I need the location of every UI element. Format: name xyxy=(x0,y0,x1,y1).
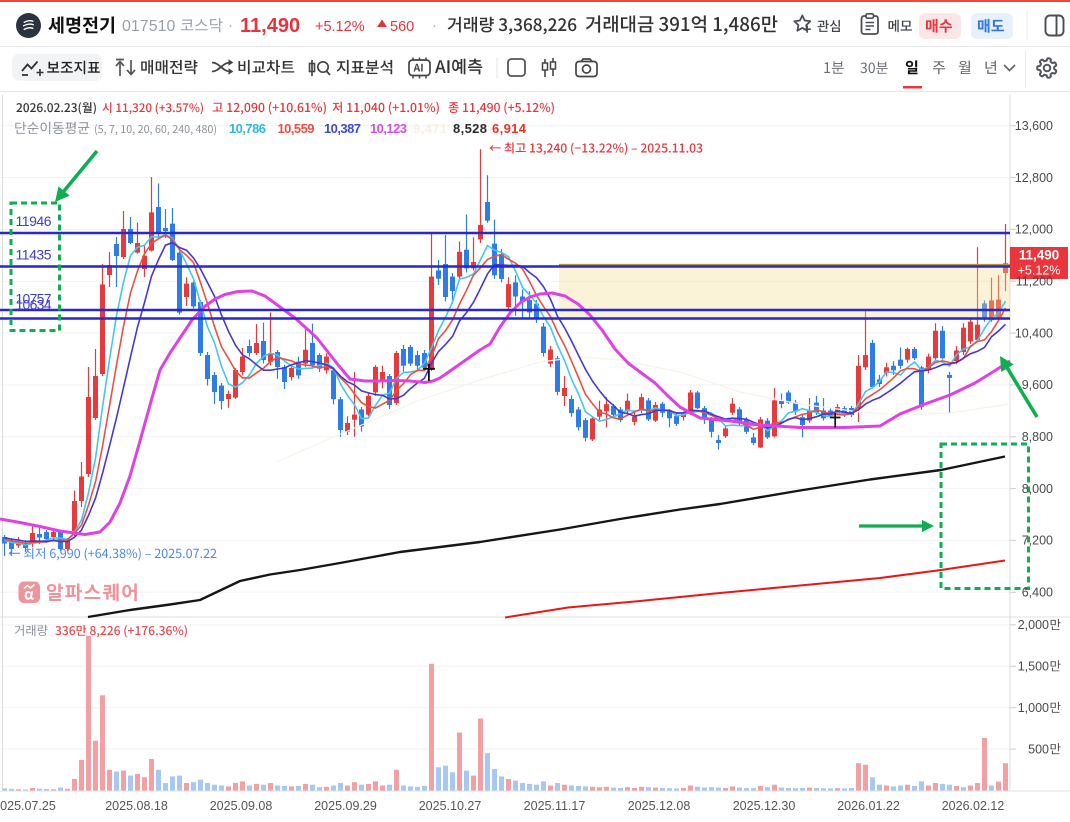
svg-text:10,786: 10,786 xyxy=(229,121,266,136)
svg-text:·: · xyxy=(432,17,437,34)
svg-text:2025.09.08: 2025.09.08 xyxy=(210,799,273,813)
svg-text:2025.10.27: 2025.10.27 xyxy=(419,799,482,813)
svg-text:017510: 017510 xyxy=(122,18,175,35)
svg-text:·: · xyxy=(228,17,233,34)
svg-text:2026.02.12: 2026.02.12 xyxy=(942,799,1005,813)
svg-text:8,528: 8,528 xyxy=(453,121,487,136)
svg-text:2,000: 2,000 xyxy=(1018,618,1049,632)
svg-text:9,600: 9,600 xyxy=(1022,378,1053,392)
svg-text:9,471: 9,471 xyxy=(413,121,447,136)
svg-text:2025.08.18: 2025.08.18 xyxy=(105,799,168,813)
svg-text:2025.12.30: 2025.12.30 xyxy=(733,799,796,813)
svg-text:10,400: 10,400 xyxy=(1015,326,1053,340)
svg-text:13,600: 13,600 xyxy=(1015,119,1053,133)
svg-text:2025.07.25: 2025.07.25 xyxy=(0,799,56,813)
svg-text:11,200: 11,200 xyxy=(1016,275,1053,289)
svg-text:11,490: 11,490 xyxy=(240,15,300,37)
svg-text:11435: 11435 xyxy=(16,247,52,263)
svg-text:1,000: 1,000 xyxy=(1018,701,1049,715)
svg-text:7,200: 7,200 xyxy=(1022,534,1053,548)
svg-text:1,500: 1,500 xyxy=(1018,660,1049,674)
svg-text:500: 500 xyxy=(1028,742,1049,756)
svg-text:10,559: 10,559 xyxy=(278,121,315,136)
svg-text:2026.01.22: 2026.01.22 xyxy=(837,799,900,813)
svg-text:10,387: 10,387 xyxy=(324,121,361,136)
svg-text:10,123: 10,123 xyxy=(370,121,407,136)
svg-text:10634: 10634 xyxy=(16,297,52,313)
svg-text:10757: 10757 xyxy=(16,291,52,307)
svg-text:2025.12.08: 2025.12.08 xyxy=(628,799,691,813)
svg-text:6,400: 6,400 xyxy=(1022,586,1053,600)
svg-text:12,000: 12,000 xyxy=(1015,223,1053,237)
svg-text:8,000: 8,000 xyxy=(1022,482,1053,496)
svg-text:6,914: 6,914 xyxy=(492,121,527,136)
svg-text:12,800: 12,800 xyxy=(1015,171,1053,185)
svg-text:560: 560 xyxy=(390,19,414,35)
svg-text:8,800: 8,800 xyxy=(1022,430,1053,444)
svg-text:2025.11.17: 2025.11.17 xyxy=(524,799,586,813)
svg-text:11,490: 11,490 xyxy=(1019,248,1060,263)
svg-text:+5.12%: +5.12% xyxy=(315,19,365,35)
svg-text:+5.12%: +5.12% xyxy=(1018,264,1061,278)
svg-text:11946: 11946 xyxy=(16,213,52,229)
svg-text:2025.09.29: 2025.09.29 xyxy=(314,799,377,813)
